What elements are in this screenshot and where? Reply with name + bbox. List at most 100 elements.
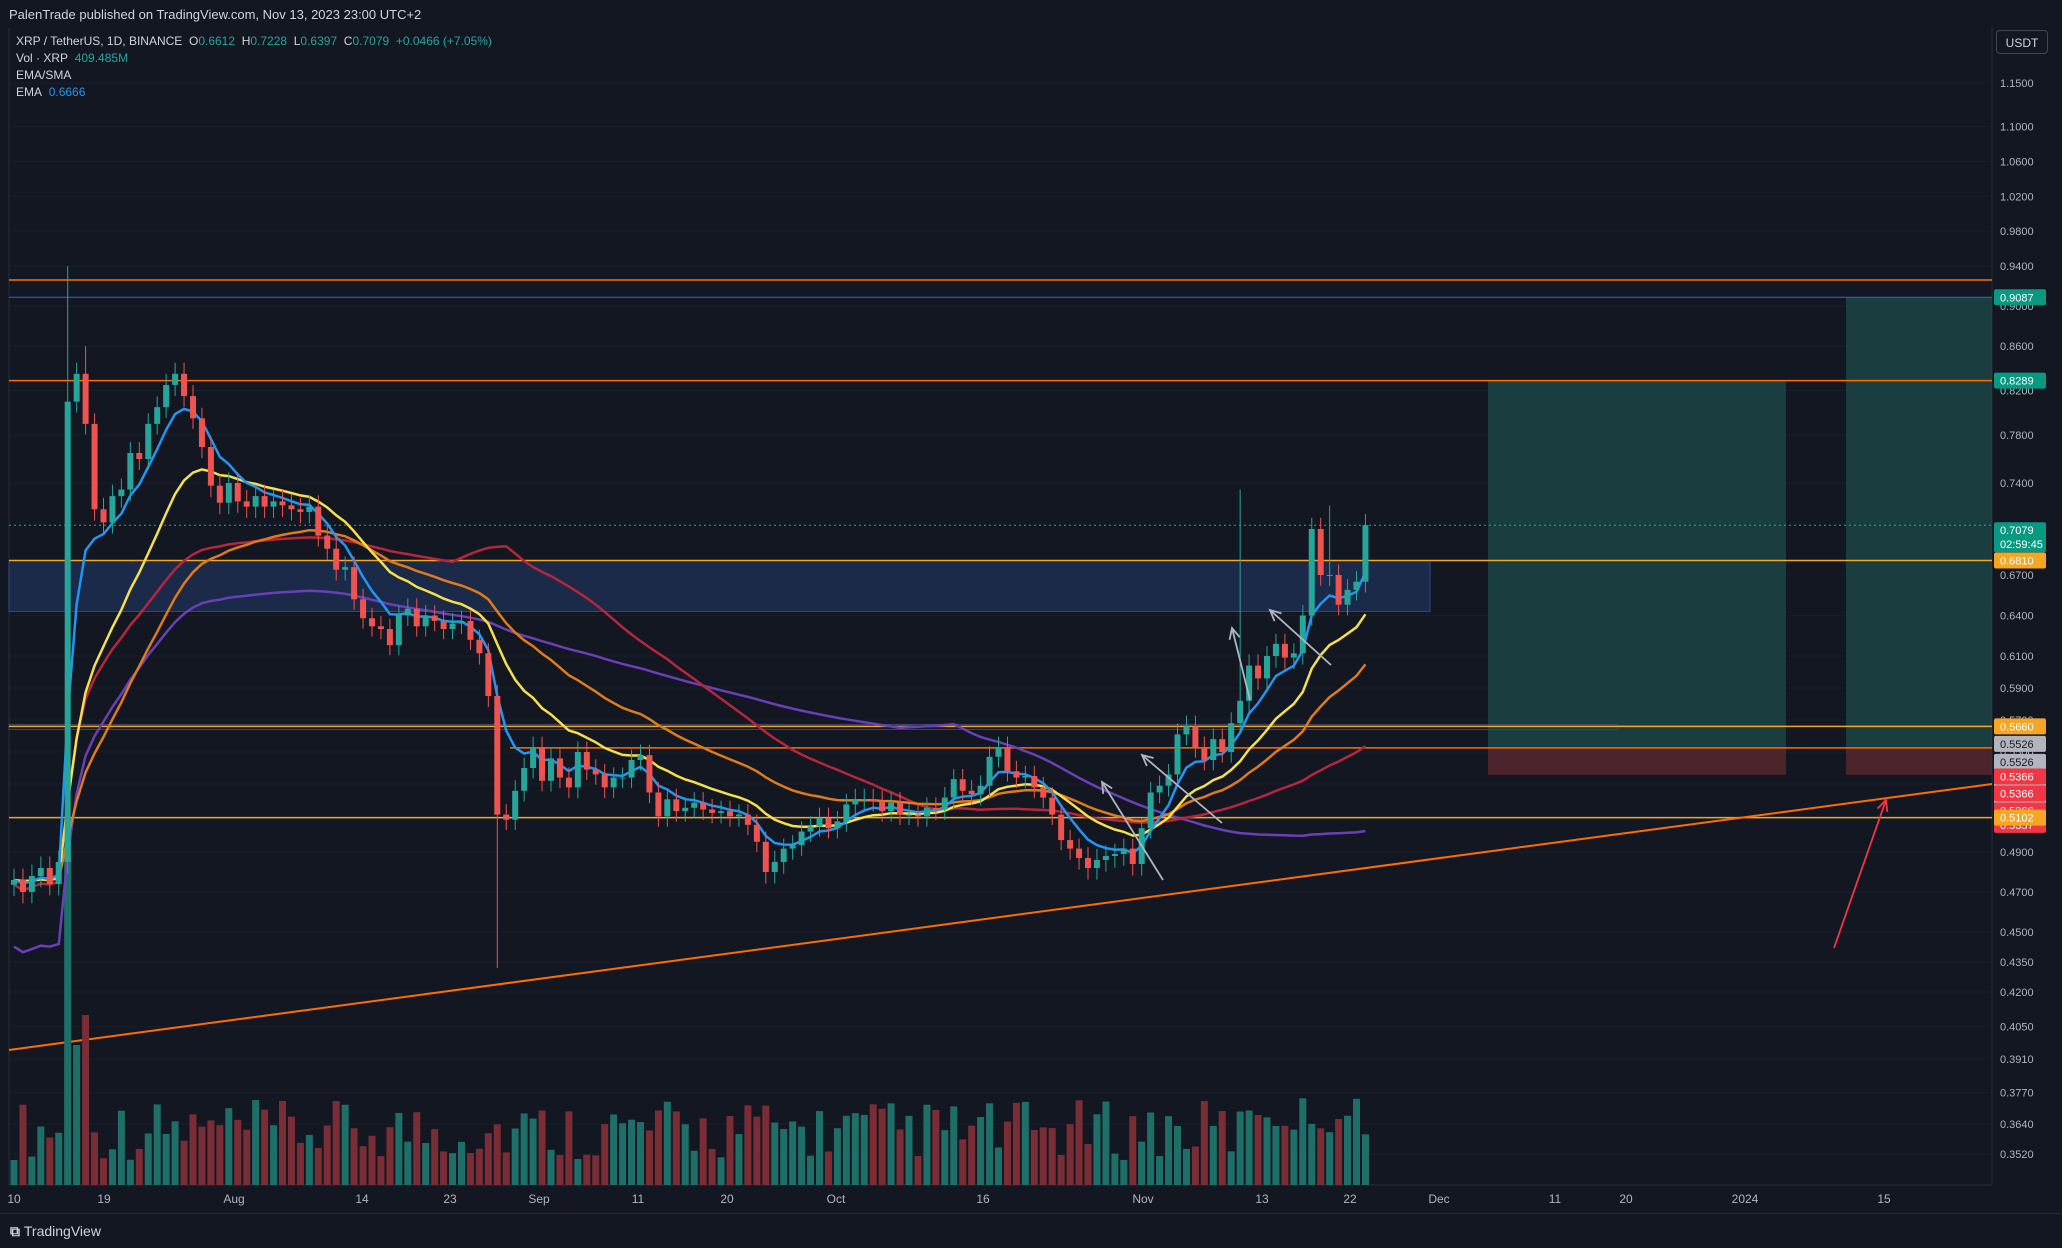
candle-body <box>360 599 367 619</box>
volume-bar <box>619 1123 627 1185</box>
volume-bar <box>153 1104 161 1185</box>
candle-body <box>583 752 590 770</box>
candle-body <box>324 535 331 549</box>
volume-bar <box>484 1133 492 1185</box>
time-tick-label: 2024 <box>1732 1192 1759 1206</box>
volume-bar <box>413 1112 421 1185</box>
volume-bar <box>1111 1153 1119 1185</box>
price-tick-label: 0.9800 <box>2000 226 2034 238</box>
candle-body <box>1219 739 1226 752</box>
volume-bar <box>645 1130 653 1185</box>
ema-value: 0.6666 <box>48 85 86 99</box>
volume-bar <box>73 1045 81 1185</box>
volume-bar <box>1120 1159 1128 1185</box>
volume-bar <box>431 1129 439 1185</box>
volume-bar <box>986 1103 994 1185</box>
price-tick-label: 0.4700 <box>2000 887 2034 899</box>
candle-body <box>467 620 474 640</box>
arrow-annotation-head <box>1228 625 1241 640</box>
price-tick-label: 0.3640 <box>2000 1119 2034 1131</box>
volume-bar <box>789 1121 797 1185</box>
time-tick-label: 23 <box>443 1192 457 1206</box>
candle-body <box>771 862 778 872</box>
candle-body <box>691 802 698 808</box>
time-tick-label: 19 <box>97 1192 111 1206</box>
price-label-badge <box>1994 372 2046 389</box>
candle-body <box>1129 848 1136 864</box>
candle-body <box>959 779 966 791</box>
volume-bar <box>108 1149 116 1185</box>
price-label-badge <box>1994 768 2046 785</box>
volume-bar <box>914 1155 922 1185</box>
low-value: 0.6397 <box>300 34 338 48</box>
volume-bar <box>977 1116 985 1185</box>
price-label-text: 0.5526 <box>2000 739 2034 751</box>
volume-bars <box>10 825 1369 1185</box>
candle-body <box>109 496 116 523</box>
candle-body <box>377 626 384 629</box>
volume-bar <box>323 1125 331 1185</box>
ema-row[interactable]: EMA 0.6666 <box>16 84 492 101</box>
candle-body <box>512 790 519 820</box>
volume-bar <box>261 1109 269 1185</box>
candle-body <box>673 799 680 812</box>
volume-bar <box>681 1124 689 1185</box>
candle-body <box>172 373 179 385</box>
currency-button[interactable]: USDT <box>1996 30 2048 54</box>
chart-legend: XRP / TetherUS, 1D, BINANCE O0.6612 H0.7… <box>16 33 492 101</box>
time-tick-label: Sep <box>528 1192 550 1206</box>
volume-bar <box>1048 1128 1056 1185</box>
volume-bar <box>189 1114 197 1185</box>
candle-body <box>288 505 295 510</box>
volume-bar <box>601 1124 609 1185</box>
ema-sma-row[interactable]: EMA/SMA <box>16 67 492 84</box>
volume-bar <box>359 1146 367 1185</box>
volume-bar <box>404 1141 412 1185</box>
volume-bar <box>64 825 72 1185</box>
symbol-label[interactable]: XRP / TetherUS, 1D, BINANCE <box>16 34 183 48</box>
volume-bar <box>1191 1146 1199 1185</box>
volume-bar <box>395 1112 403 1185</box>
candle-body <box>852 799 859 805</box>
volume-bar <box>762 1105 770 1185</box>
arrow-annotation-head <box>1268 608 1282 622</box>
price-label-badge <box>1994 809 2046 826</box>
volume-bar <box>135 1148 143 1185</box>
volume-bar <box>1200 1101 1208 1185</box>
volume-row[interactable]: Vol · XRP 409.485M <box>16 50 492 67</box>
candle-body <box>404 608 411 616</box>
tradingview-logo[interactable]: ⧉ TradingView <box>10 1223 101 1240</box>
volume-bar <box>941 1130 949 1185</box>
volume-bar <box>1129 1116 1137 1185</box>
candle-body <box>91 423 98 510</box>
candle-body <box>1120 848 1127 854</box>
volume-bar <box>386 1127 394 1185</box>
price-label-badge <box>1994 718 2046 735</box>
candle-body <box>351 567 358 600</box>
candle-body <box>163 384 170 408</box>
volume-bar <box>726 1115 734 1185</box>
candle-body <box>753 824 760 842</box>
candle-body <box>1255 665 1262 679</box>
volume-bar <box>923 1104 931 1185</box>
footer-bar: ⧉ TradingView <box>0 1213 2062 1248</box>
candle-body <box>870 799 877 801</box>
volume-bar <box>932 1109 940 1185</box>
price-tick-label: 0.7400 <box>2000 478 2034 490</box>
volume-bar <box>663 1101 671 1185</box>
volume-bar <box>1182 1148 1190 1185</box>
volume-bar <box>440 1151 448 1185</box>
volume-bar <box>1165 1116 1173 1185</box>
volume-bar <box>1075 1100 1083 1185</box>
candle-body <box>279 501 286 506</box>
ema-50-line <box>13 528 1367 883</box>
candle-body <box>1031 776 1038 788</box>
price-label-text: 0.5366 <box>2000 788 2034 800</box>
volume-bar <box>771 1122 779 1185</box>
price-tick-label: 0.3770 <box>2000 1088 2034 1100</box>
volume-bar <box>869 1104 877 1185</box>
candle-body <box>1093 860 1100 868</box>
candle-body <box>386 629 393 646</box>
volume-bar <box>1227 1151 1235 1185</box>
